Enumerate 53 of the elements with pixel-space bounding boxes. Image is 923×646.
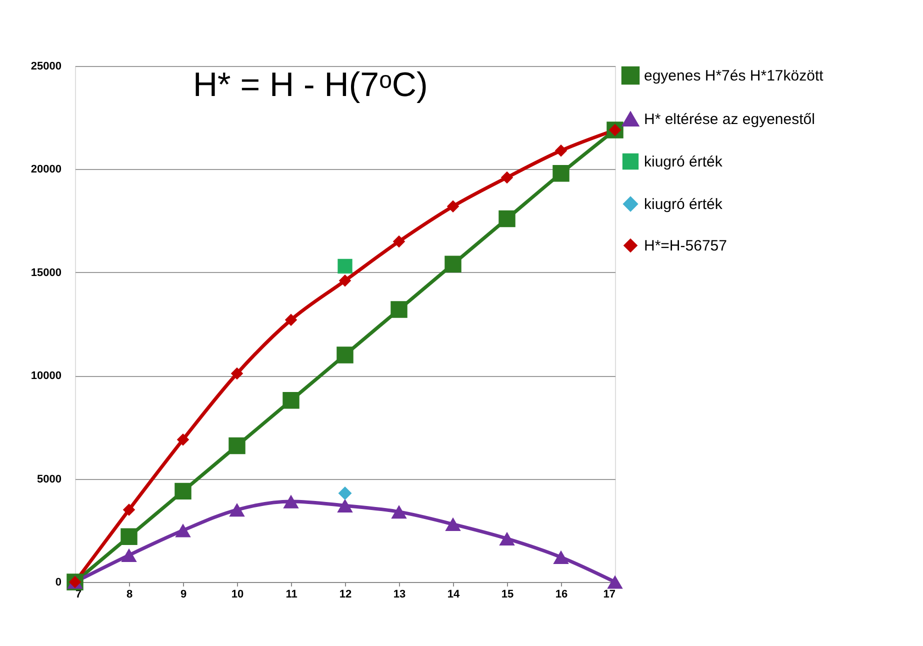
- point: [607, 575, 623, 589]
- point: [552, 164, 570, 182]
- point: [122, 504, 136, 516]
- point: [228, 437, 246, 454]
- y-tick-label: 5000: [37, 473, 62, 486]
- point: [338, 274, 352, 287]
- point: [445, 517, 461, 532]
- x-tick-label: 9: [180, 588, 187, 600]
- legend-label: H*=H-56757: [644, 238, 727, 254]
- y-tick-label: 0: [55, 576, 62, 588]
- point: [500, 171, 514, 184]
- y-tick-label: 20000: [30, 164, 62, 176]
- point: [120, 528, 138, 545]
- x-tick-label: 13: [393, 588, 406, 600]
- point: [338, 486, 352, 500]
- point: [174, 482, 192, 500]
- x-tick-label: 16: [555, 588, 568, 600]
- x-tick-label: 11: [286, 588, 298, 600]
- x-tick-label: 8: [126, 588, 133, 600]
- point: [499, 532, 515, 546]
- x-tick-label: 15: [501, 588, 514, 600]
- legend-label: H* eltérése az egyenestől: [644, 111, 815, 128]
- point: [284, 314, 298, 326]
- point: [336, 346, 354, 364]
- point: [444, 256, 462, 273]
- point: [338, 258, 352, 274]
- point: [283, 494, 299, 508]
- point: [391, 505, 407, 519]
- point: [230, 367, 244, 380]
- legend-label: egyenes H*7és H*17között: [644, 68, 824, 84]
- point: [229, 502, 245, 517]
- point: [337, 498, 353, 512]
- y-tick-label: 25000: [30, 60, 62, 72]
- point: [175, 524, 191, 538]
- y-tick-label: 15000: [30, 266, 62, 279]
- legend-label: kiugró érték: [644, 154, 723, 170]
- point: [553, 550, 569, 564]
- point: [282, 392, 300, 409]
- x-tick-label: 17: [603, 588, 616, 600]
- legend-label: kiugró érték: [644, 196, 723, 213]
- point: [392, 235, 406, 248]
- point: [390, 301, 408, 318]
- x-tick-label: 12: [339, 588, 352, 600]
- point: [121, 548, 137, 562]
- x-tick-label: 10: [231, 588, 244, 600]
- annotation: H* = H - H(7ᵒC): [193, 66, 428, 104]
- point: [176, 433, 190, 446]
- y-tick-label: 10000: [30, 370, 62, 382]
- point: [498, 210, 516, 228]
- point: [554, 144, 568, 157]
- point: [446, 200, 460, 212]
- x-tick-label: 14: [447, 588, 460, 600]
- x-tick-label: 7: [76, 588, 82, 600]
